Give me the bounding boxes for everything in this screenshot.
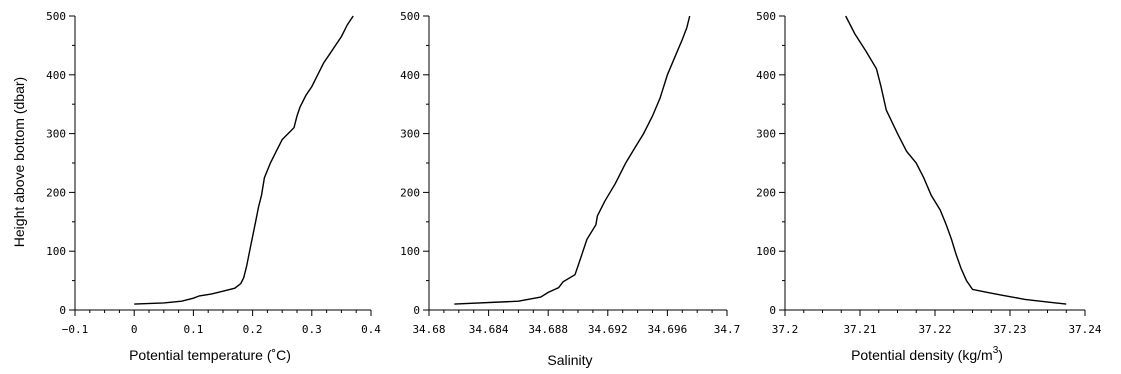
x-tick-label: 0.4 <box>361 323 381 336</box>
y-tick-label: 400 <box>46 69 66 82</box>
panel-potential-density: 0 100 200 300 400 500 37.2 37.21 37.22 37.23 37.24 <box>756 10 1102 336</box>
profile-line <box>454 15 691 305</box>
y-tick-label: 300 <box>46 128 66 141</box>
x-axis-label-temperature: Potential temperature (˚C) <box>129 347 291 363</box>
x-tick-label: 34.688 <box>528 323 568 336</box>
x-tick-label: 37.21 <box>843 323 876 336</box>
x-axis-label-density: Potential density (kg/m3) <box>851 345 1003 363</box>
x-tick-label: 0.2 <box>243 323 263 336</box>
y-tick-label: 0 <box>59 304 66 317</box>
y-tick-label: 0 <box>413 304 420 317</box>
x-axis-label-salinity: Salinity <box>547 352 592 368</box>
y-tick-label: 200 <box>46 186 66 199</box>
y-tick-label: 400 <box>756 69 776 82</box>
y-tick-label: 200 <box>400 186 420 199</box>
x-tick-label: 34.684 <box>469 323 509 336</box>
x-tick-label: 37.2 <box>772 323 799 336</box>
panel-salinity: 0 100 200 300 400 500 34.68 34.684 34.688 34.692 3… <box>400 10 740 336</box>
profile-line <box>845 15 1067 305</box>
x-tick-label: −0.1 <box>62 323 89 336</box>
y-tick-label: 500 <box>756 10 776 23</box>
x-tick-label: 37.24 <box>1068 323 1101 336</box>
x-tick-label: 37.22 <box>918 323 951 336</box>
x-tick-label: 34.692 <box>588 323 628 336</box>
y-tick-label: 0 <box>769 304 776 317</box>
x-axis-label-density-main: Potential density (kg/m <box>851 347 993 363</box>
x-tick-label: 0.3 <box>302 323 322 336</box>
y-tick-label: 100 <box>756 245 776 258</box>
y-axis-label: Height above bottom (dbar) <box>11 77 27 247</box>
profile-line <box>134 15 354 305</box>
y-tick-label: 100 <box>400 245 420 258</box>
x-tick-label: 34.7 <box>714 323 741 336</box>
x-axis-label-density-tail: ) <box>998 347 1003 363</box>
x-tick-label: 34.696 <box>648 323 688 336</box>
y-tick-label: 200 <box>756 186 776 199</box>
y-tick-label: 100 <box>46 245 66 258</box>
y-tick-label: 500 <box>400 10 420 23</box>
y-tick-label: 300 <box>756 128 776 141</box>
x-tick-label: 34.68 <box>412 323 445 336</box>
y-tick-label: 400 <box>400 69 420 82</box>
y-tick-label: 500 <box>46 10 66 23</box>
x-tick-label: 0 <box>131 323 138 336</box>
x-axis-label-density-superscript: 3 <box>993 345 999 356</box>
x-tick-label: 37.23 <box>993 323 1026 336</box>
panel-potential-temperature: 0 100 200 300 400 500 −0.1 0 0.1 0.2 0.3 0.4 <box>46 10 381 336</box>
x-tick-label: 0.1 <box>183 323 203 336</box>
y-tick-label: 300 <box>400 128 420 141</box>
